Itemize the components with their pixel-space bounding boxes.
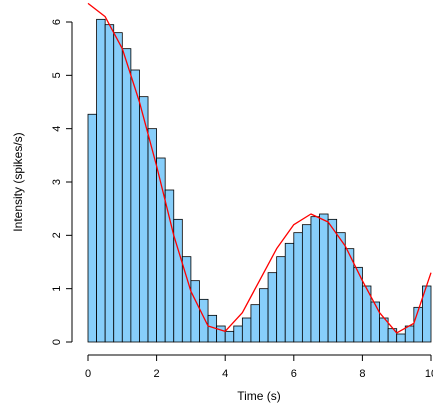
bar (284, 242, 295, 343)
y-tick-label: 0 (51, 339, 63, 345)
bar (293, 232, 303, 343)
fitted-curve (87, 2, 432, 334)
y-tick-label: 3 (51, 179, 63, 185)
bar (121, 48, 132, 343)
y-axis-label: Intensity (spikes/s) (11, 132, 25, 231)
bar (113, 32, 123, 343)
bar (310, 216, 320, 343)
bar (190, 280, 200, 343)
bar (104, 24, 115, 343)
y-tick-label: 1 (51, 286, 63, 292)
bar (250, 304, 260, 343)
bar (301, 224, 312, 343)
bar (336, 232, 346, 343)
bar (139, 96, 149, 343)
bar (276, 256, 286, 343)
bar (344, 248, 355, 343)
bar (130, 69, 140, 343)
bar (164, 189, 175, 343)
y-tick-label: 2 (51, 232, 63, 238)
bar (241, 317, 252, 343)
x-tick-label: 0 (85, 368, 91, 380)
bar (224, 330, 235, 343)
y-tick-label: 6 (51, 19, 63, 25)
x-tick-label: 8 (359, 368, 365, 380)
x-tick-label: 4 (222, 368, 228, 380)
bar (87, 113, 97, 343)
bar (396, 333, 406, 343)
bar (319, 213, 329, 343)
y-tick-label: 5 (51, 72, 63, 78)
bar (327, 218, 338, 343)
bar (233, 325, 243, 343)
x-tick-label: 10 (425, 368, 433, 380)
x-tick-label: 2 (154, 368, 160, 380)
bar (404, 325, 415, 343)
bar (199, 298, 209, 343)
bar (267, 272, 278, 343)
bar (370, 301, 380, 343)
x-tick-label: 6 (291, 368, 297, 380)
y-tick-label: 4 (51, 126, 63, 132)
bar (96, 18, 106, 343)
x-axis-label: Time (s) (237, 389, 281, 403)
bar (259, 288, 269, 343)
